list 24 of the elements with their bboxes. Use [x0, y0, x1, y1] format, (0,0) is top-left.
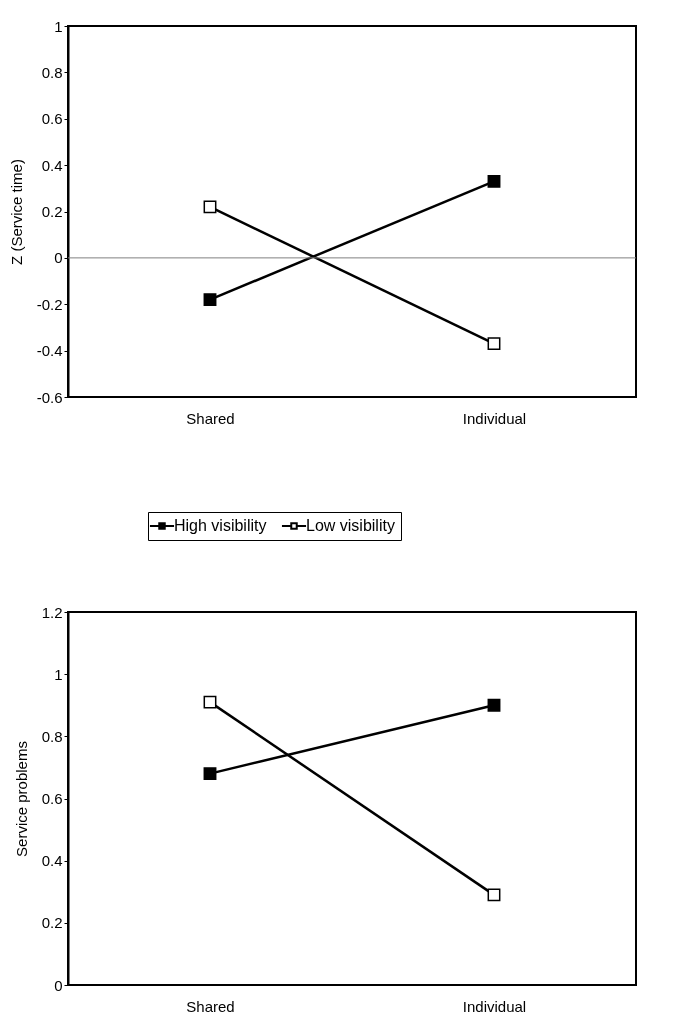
y-axis-title: Z (Service time) [7, 159, 25, 265]
y-tick-label: 0.8 [41, 63, 63, 81]
y-tick-label: 0.4 [41, 156, 63, 174]
legend-label: High visibility [174, 517, 267, 534]
y-tick-label: 0.6 [41, 790, 63, 807]
y-tick-label: 0 [54, 976, 63, 994]
y-tick-label: -0.2 [36, 295, 63, 313]
y-tick-label: 0.8 [41, 727, 63, 745]
y-tick-label: 0.6 [41, 110, 63, 128]
x-tick-label: Shared [186, 409, 235, 427]
y-tick-label: 1.2 [41, 603, 63, 621]
x-tick-label: Individual [462, 997, 527, 1015]
y-tick-label: 0.4 [41, 852, 63, 870]
y-tick-label: 0.2 [41, 914, 63, 932]
y-tick-label: -0.6 [36, 388, 63, 406]
legend-label: Low visibility [306, 517, 395, 534]
y-axis-title: Service problems [12, 741, 30, 857]
x-tick-label: Shared [186, 997, 235, 1015]
y-tick-label: 0.2 [41, 203, 63, 220]
x-tick-label: Individual [462, 409, 527, 427]
y-tick-label: 1 [54, 665, 63, 683]
y-tick-label: -0.4 [36, 342, 63, 360]
y-tick-label: 0 [54, 249, 63, 267]
y-tick-label: 1 [54, 17, 63, 35]
